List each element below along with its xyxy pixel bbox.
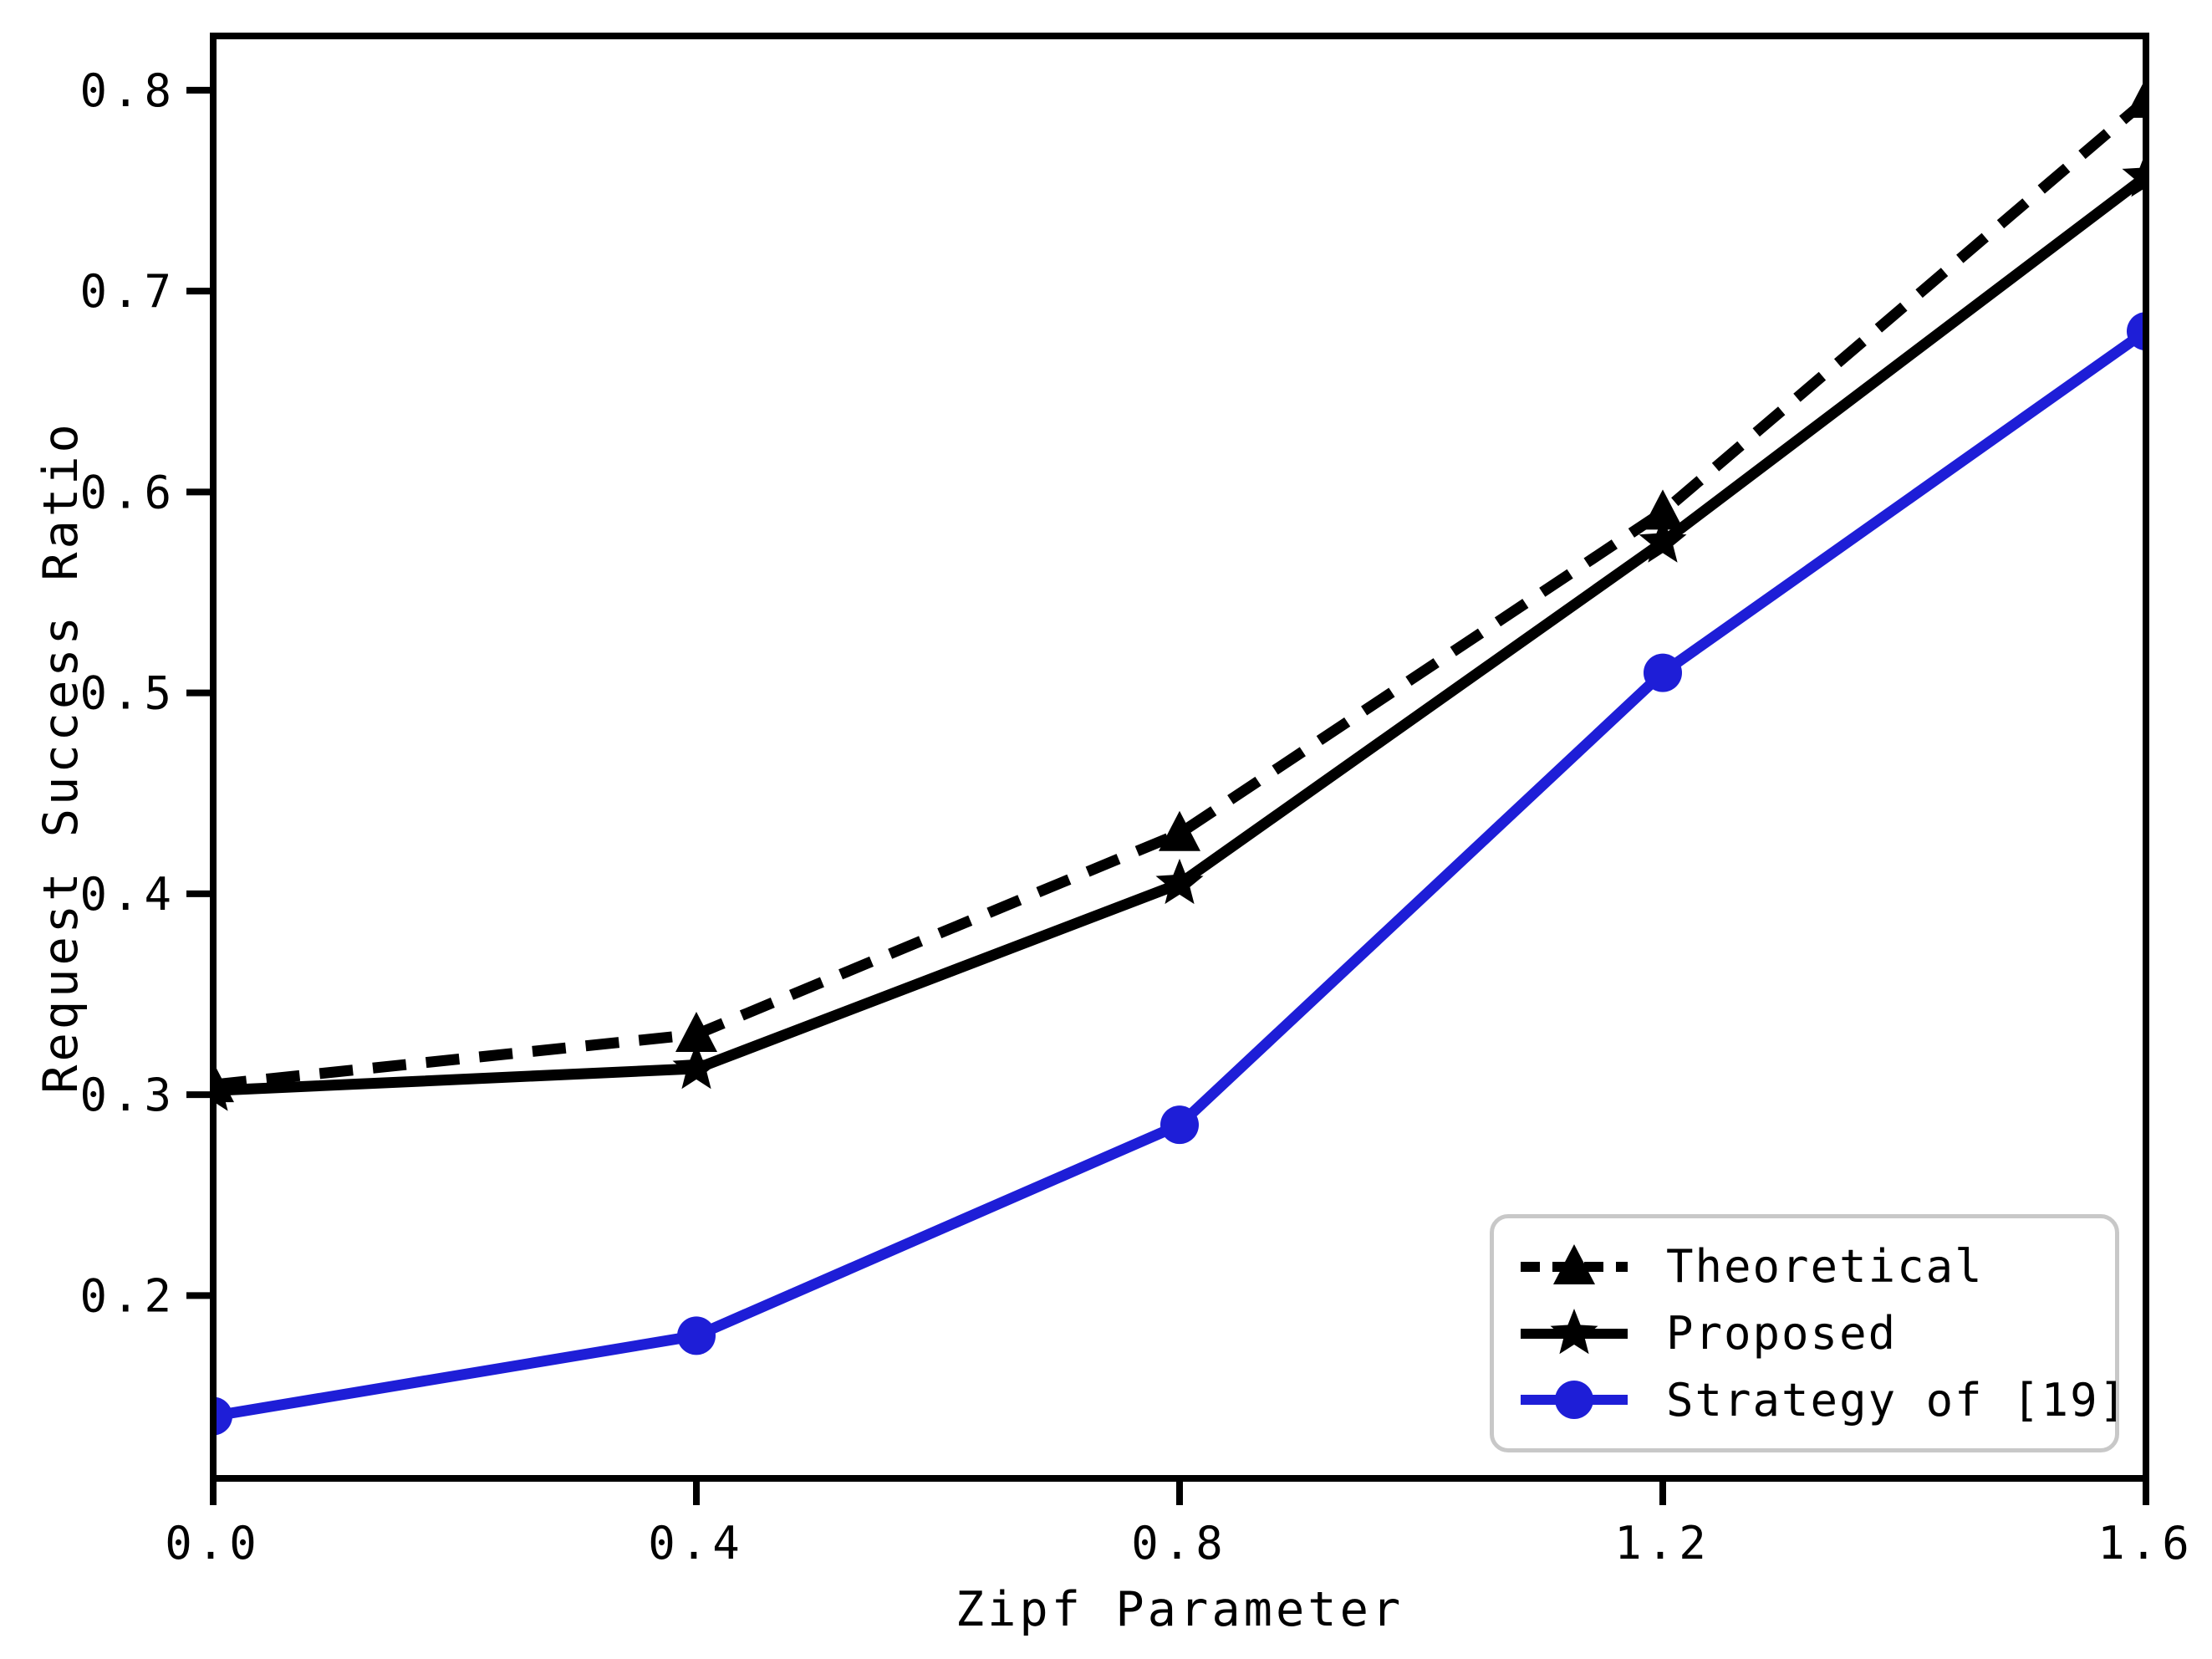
circle-marker: [2127, 312, 2146, 351]
triangle-marker: [675, 1012, 717, 1053]
plot-area: [213, 77, 2146, 1436]
y-tick-label: 0.2: [79, 1269, 176, 1322]
x-axis-title: Zipf Parameter: [956, 1582, 1404, 1637]
x-tick-label: 1.6: [2097, 1517, 2194, 1570]
y-axis-title: Request Success Ratio: [33, 421, 89, 1094]
legend-label-theoretical: Theoretical: [1666, 1240, 1984, 1294]
star-marker: [1155, 858, 1204, 905]
star-marker: [672, 1043, 721, 1090]
y-tick-label: 0.3: [79, 1069, 176, 1121]
solid-star-legend-sample-icon: [1521, 1308, 1628, 1354]
y-tick-label: 0.5: [79, 667, 176, 720]
y-tick-label: 0.8: [79, 64, 176, 117]
triangle-marker: [1159, 810, 1200, 851]
circle-marker: [1555, 1381, 1593, 1420]
star-marker: [213, 1065, 237, 1111]
legend-item-proposed: Proposed: [1519, 1307, 2107, 1360]
y-tick-label: 0.6: [79, 466, 176, 518]
triangle-marker: [1553, 1243, 1595, 1284]
series-line-theoretical: [213, 95, 2146, 1090]
y-tick-label: 0.4: [79, 868, 176, 921]
triangle-marker: [1642, 489, 1684, 530]
triangle-marker: [2125, 77, 2146, 118]
star-marker: [2122, 151, 2146, 197]
legend: Theoretical Proposed Strategy of [19]: [1490, 1214, 2126, 1452]
legend-label-strategy-of-19: Strategy of [19]: [1666, 1373, 2128, 1427]
circle-marker: [1160, 1105, 1199, 1145]
series-line-proposed: [213, 172, 2146, 1096]
legend-label-proposed: Proposed: [1666, 1307, 1898, 1360]
dashed-triangle-legend-sample-icon: [1521, 1243, 1628, 1284]
circle-marker: [1644, 653, 1682, 692]
x-tick-label: 0.4: [648, 1517, 745, 1570]
x-tick-label: 0.0: [165, 1517, 262, 1570]
legend-item-theoretical: Theoretical: [1519, 1240, 2107, 1294]
series-theoretical: [213, 77, 2146, 1103]
legend-item-strategy-of-19: Strategy of [19]: [1519, 1373, 2126, 1427]
circle-marker: [677, 1316, 716, 1355]
x-tick-label: 1.2: [1614, 1517, 1711, 1570]
solid-circle-legend-sample-icon: [1521, 1381, 1628, 1420]
star-marker: [1550, 1308, 1598, 1354]
series-proposed: [213, 151, 2146, 1111]
series-strategy-of-19: [213, 312, 2146, 1436]
x-tick-label: 0.8: [1131, 1517, 1228, 1570]
y-tick-label: 0.7: [79, 265, 176, 318]
circle-marker: [213, 1396, 232, 1436]
star-marker: [1639, 517, 1687, 563]
